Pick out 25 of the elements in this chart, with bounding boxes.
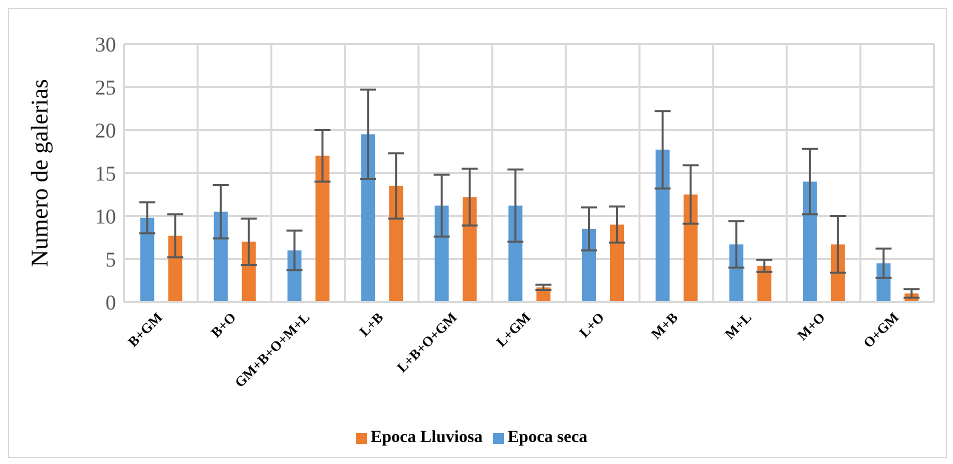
y-tick-label: 15 <box>95 161 116 186</box>
x-tick-label: L+B <box>357 310 387 340</box>
bar <box>168 236 182 302</box>
y-tick-label: 0 <box>106 290 116 314</box>
bar <box>361 134 376 302</box>
bar <box>582 228 596 302</box>
y-tick-label: 20 <box>95 118 116 142</box>
bar <box>656 150 670 302</box>
y-tick-label: 30 <box>95 32 116 56</box>
y-tick-label: 10 <box>95 204 116 228</box>
bar <box>684 194 698 302</box>
bar <box>389 186 404 302</box>
legend-label: Epoca seca <box>508 427 588 446</box>
bar <box>140 218 154 302</box>
bar <box>315 156 330 302</box>
bar <box>802 182 817 302</box>
bar <box>214 212 228 302</box>
bar <box>508 206 522 302</box>
bar <box>610 224 624 302</box>
bar <box>434 206 449 302</box>
bar <box>462 197 477 302</box>
legend-label: Epoca Lluviosa <box>370 427 483 446</box>
y-axis-title: Numero de galerias <box>28 79 54 267</box>
y-tick-label: 5 <box>106 247 116 272</box>
y-tick-label: 25 <box>95 75 116 100</box>
